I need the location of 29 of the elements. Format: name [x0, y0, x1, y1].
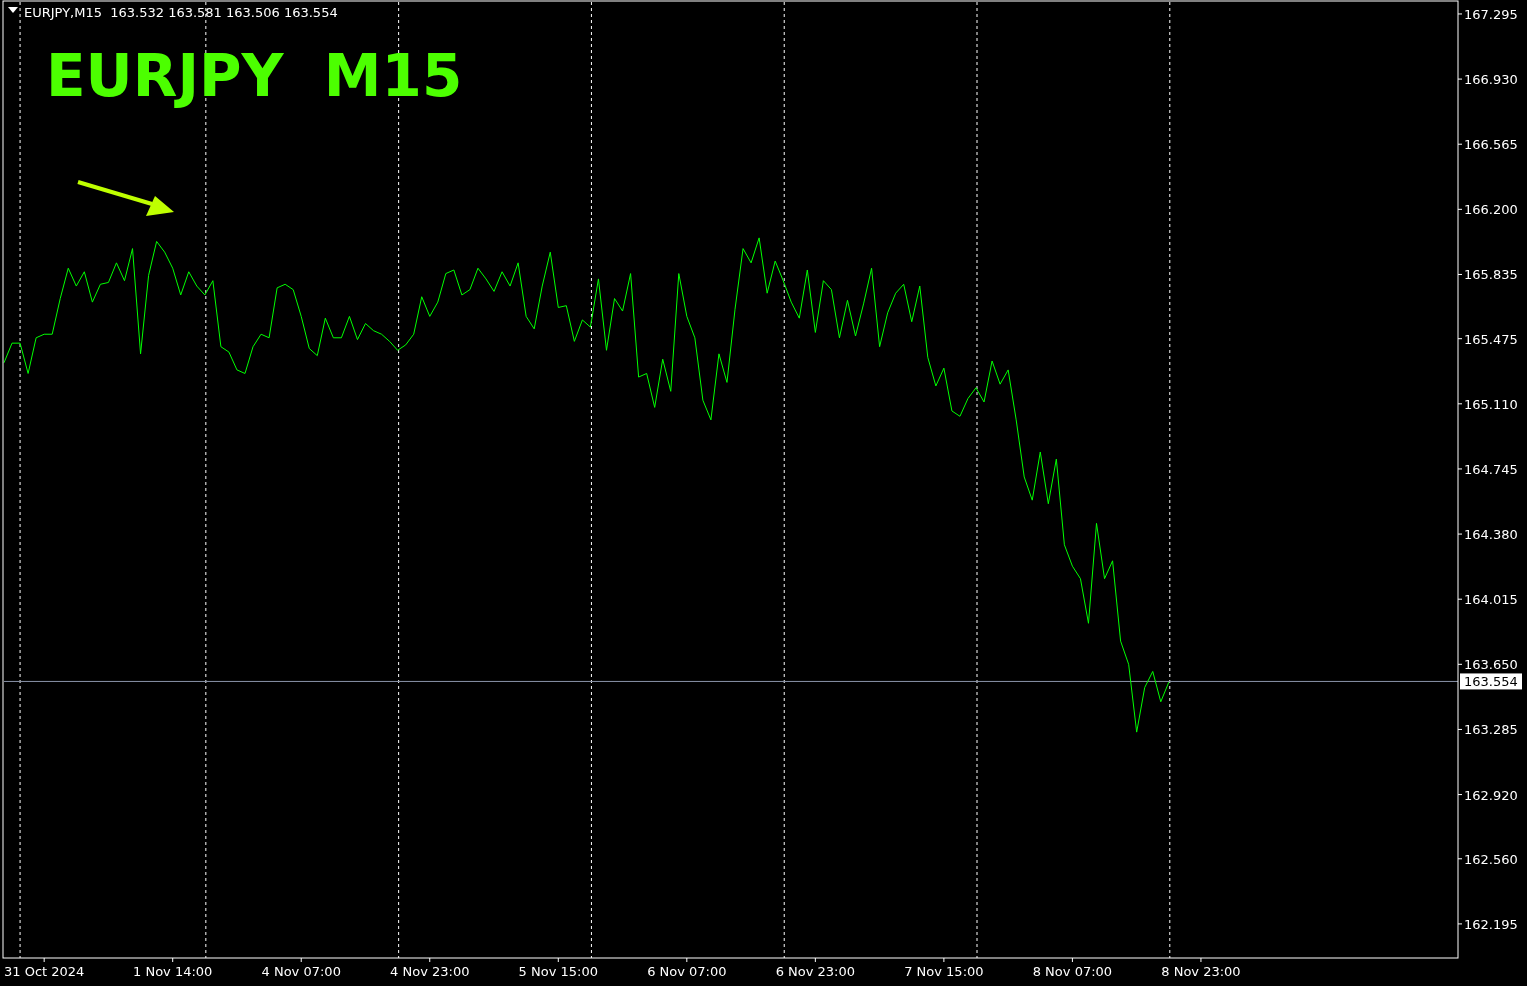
y-tick-label: 163.285	[1464, 722, 1518, 738]
x-tick-label: 6 Nov 23:00	[775, 964, 856, 979]
x-tick-label: 5 Nov 15:00	[518, 964, 598, 979]
y-tick-label: 165.475	[1464, 331, 1518, 347]
y-tick-label: 162.560	[1464, 851, 1518, 867]
x-tick-label: 8 Nov 23:00	[1161, 964, 1241, 979]
y-tick-label: 166.565	[1464, 137, 1518, 153]
x-tick-label: 8 Nov 07:00	[1032, 964, 1113, 979]
y-tick-label: 162.920	[1464, 787, 1518, 803]
y-tick-label: 164.015	[1464, 592, 1518, 608]
y-tick-label: 164.745	[1464, 461, 1518, 477]
chart-subtitle: EURJPY,M15 163.532 163.581 163.506 163.554	[24, 5, 338, 20]
x-tick-label: 7 Nov 15:00	[904, 964, 984, 979]
x-tick-label: 1 Nov 14:00	[133, 964, 213, 979]
y-tick-label: 166.200	[1464, 202, 1518, 218]
x-tick-label: 6 Nov 07:00	[647, 964, 727, 979]
x-tick-label: 4 Nov 23:00	[390, 964, 470, 979]
y-tick-label: 167.295	[1464, 6, 1518, 22]
text: EURJPY M15	[46, 42, 463, 110]
x-tick-label: 31 Oct 2024	[3, 964, 85, 979]
y-tick-label: 166.930	[1464, 72, 1518, 88]
line-series	[3, 237, 1170, 733]
y-tick-label: 165.835	[1464, 267, 1518, 283]
y-tick-label: 164.380	[1464, 527, 1518, 543]
x-tick-label: 4 Nov 07:00	[261, 964, 341, 979]
ref-line-label: 163.554	[1464, 674, 1518, 690]
y-tick-label: 162.195	[1464, 916, 1518, 932]
y-tick-label: 165.110	[1464, 396, 1518, 412]
y-tick-label: 163.650	[1464, 657, 1518, 673]
